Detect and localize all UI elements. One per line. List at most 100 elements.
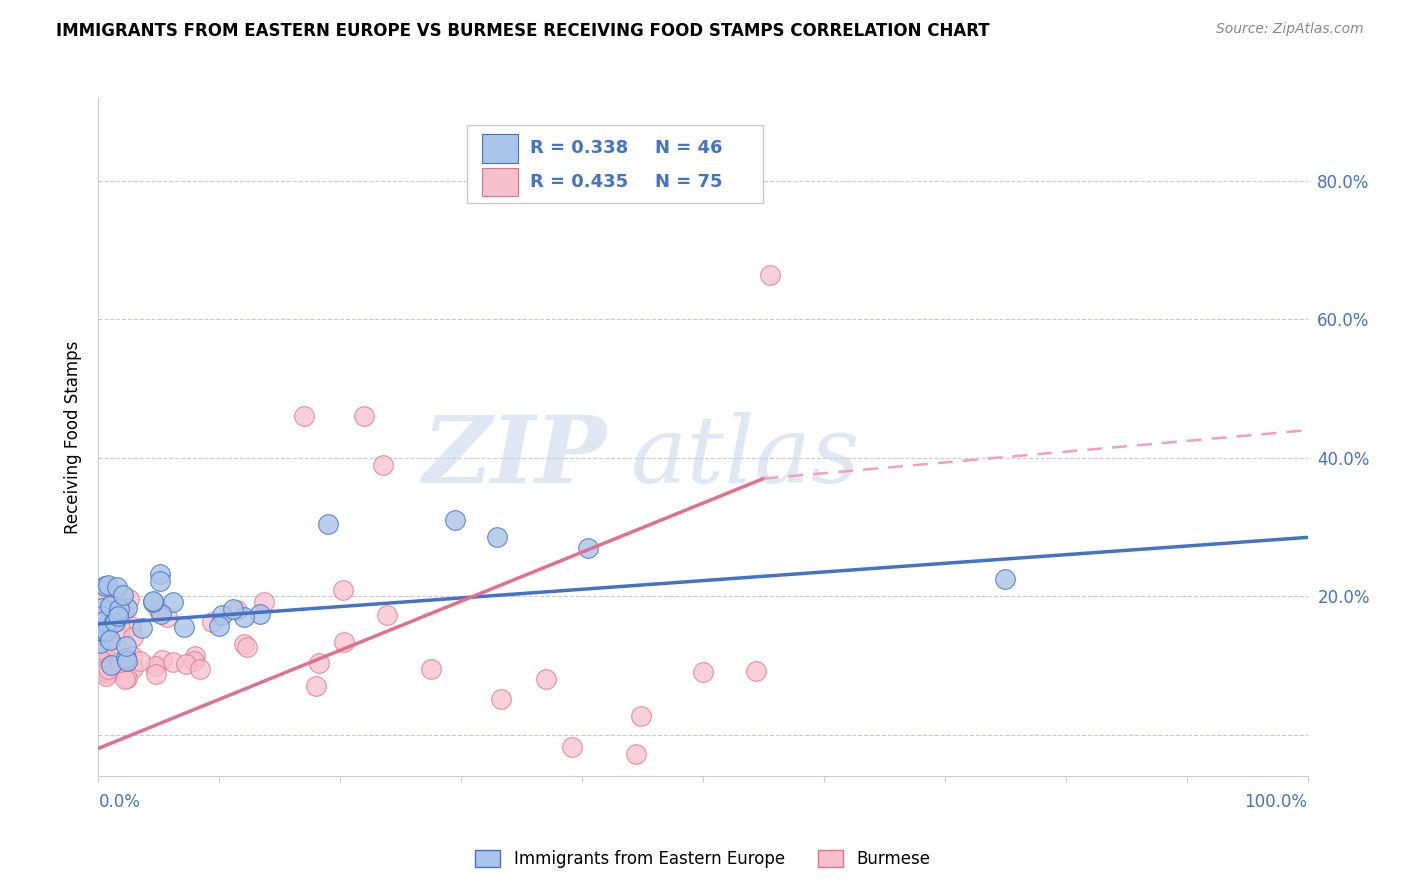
Point (115, 650, 138, 665)
Legend: Immigrants from Eastern Europe, Burmese: Immigrants from Eastern Europe, Burmese (468, 843, 938, 875)
FancyBboxPatch shape (467, 125, 763, 203)
Point (90, 626, 112, 640)
Point (94, 669, 117, 683)
Point (89, 627, 111, 641)
Point (93, 663, 115, 677)
Point (120, 619, 142, 633)
Point (91, 624, 114, 639)
Point (115, 639, 138, 653)
Point (93, 635, 115, 649)
Text: 100.0%: 100.0% (1244, 793, 1308, 811)
Point (89, 664, 111, 678)
Point (692, 665, 714, 680)
Point (94, 625, 117, 640)
Point (93, 665, 115, 680)
Point (145, 659, 167, 673)
Point (90, 659, 112, 673)
Y-axis label: Receiving Food Stamps: Receiving Food Stamps (65, 341, 83, 533)
Point (174, 657, 197, 672)
Point (142, 595, 165, 609)
Point (226, 603, 249, 617)
Point (994, 572, 1017, 586)
Point (90, 622, 112, 636)
Point (94, 616, 117, 631)
Point (107, 609, 129, 624)
Point (89, 636, 111, 650)
Text: N = 46: N = 46 (655, 138, 723, 157)
Point (117, 671, 139, 685)
Point (108, 621, 131, 635)
Point (104, 615, 127, 629)
Text: IMMIGRANTS FROM EASTERN EUROPE VS BURMESE RECEIVING FOOD STAMPS CORRELATION CHAR: IMMIGRANTS FROM EASTERN EUROPE VS BURMES… (56, 22, 990, 40)
Point (444, 513, 467, 527)
Point (332, 582, 354, 597)
Point (93, 614, 115, 628)
Text: R = 0.435: R = 0.435 (530, 172, 628, 191)
Point (91, 600, 114, 615)
Point (122, 630, 145, 644)
Point (371, 458, 394, 472)
Point (90, 642, 112, 657)
Point (101, 663, 124, 677)
Point (91, 622, 114, 636)
Point (94, 607, 117, 622)
Point (103, 615, 125, 629)
Point (114, 672, 136, 686)
Point (93, 648, 115, 663)
Point (90, 608, 112, 623)
Point (353, 409, 375, 424)
Point (491, 692, 513, 706)
Point (98, 599, 121, 614)
Text: ZIP: ZIP (422, 412, 606, 502)
Point (316, 516, 339, 531)
Point (94, 579, 117, 593)
Point (111, 588, 134, 602)
Point (100, 658, 122, 673)
Point (97, 578, 120, 592)
Point (112, 603, 135, 617)
Point (630, 709, 652, 723)
Point (96, 592, 118, 607)
Point (232, 610, 254, 624)
Point (207, 619, 229, 633)
Point (534, 672, 557, 686)
Point (576, 541, 599, 555)
Point (150, 653, 173, 667)
Point (745, 664, 768, 678)
FancyBboxPatch shape (482, 168, 517, 196)
Point (90, 615, 112, 629)
Text: Source: ZipAtlas.com: Source: ZipAtlas.com (1216, 22, 1364, 37)
Point (162, 655, 184, 669)
Point (333, 635, 356, 649)
Point (233, 637, 256, 651)
Text: N = 75: N = 75 (655, 172, 723, 191)
Point (486, 530, 509, 544)
Point (758, 268, 780, 282)
Point (156, 610, 179, 624)
Point (94, 624, 117, 638)
Point (149, 574, 172, 589)
Point (188, 662, 211, 676)
Point (201, 615, 224, 629)
Point (93, 613, 115, 627)
Point (121, 648, 143, 663)
Point (93, 609, 115, 624)
Point (91, 615, 114, 629)
Point (183, 654, 205, 668)
Point (97, 662, 120, 676)
Point (420, 662, 443, 676)
Point (98, 632, 121, 647)
Point (222, 602, 245, 616)
Point (173, 620, 195, 634)
Point (118, 592, 141, 607)
Point (184, 649, 207, 664)
Point (108, 601, 131, 615)
FancyBboxPatch shape (482, 134, 517, 162)
Point (91, 640, 114, 654)
Point (308, 656, 330, 670)
Point (89, 657, 111, 672)
Point (90, 633, 112, 648)
Text: R = 0.338: R = 0.338 (530, 138, 628, 157)
Point (626, 747, 648, 761)
Point (236, 640, 259, 654)
